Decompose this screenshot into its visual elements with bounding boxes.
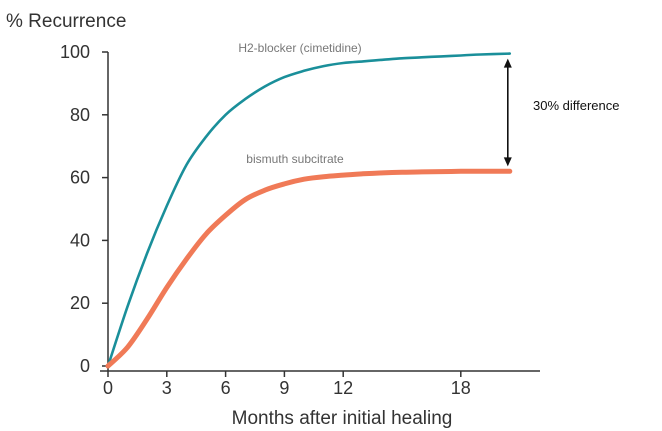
y-tick-label: 0	[80, 356, 90, 376]
series-labels: H2-blocker (cimetidine) bismuth subcitrat…	[238, 41, 361, 166]
x-tick-label: 3	[162, 378, 172, 398]
y-tick-label: 20	[70, 293, 90, 313]
series-label-bismuth-subcitrate: bismuth subcitrate	[246, 152, 344, 166]
y-ticks: 0 20 40 60 80 100	[60, 42, 108, 376]
series-line-h2-blocker	[106, 52, 512, 368]
x-ticks: 0 3 6 9 12 18	[103, 371, 471, 398]
series-group	[105, 52, 513, 369]
series-label-h2-blocker: H2-blocker (cimetidine)	[238, 41, 361, 55]
y-tick-label: 80	[70, 105, 90, 125]
arrowhead-down-icon	[503, 157, 512, 167]
y-tick-label: 40	[70, 230, 90, 250]
arrowhead-up-icon	[503, 58, 512, 68]
x-tick-label: 9	[279, 378, 289, 398]
difference-annotation-label: 30% difference	[533, 98, 620, 113]
x-axis-title: Months after initial healing	[232, 408, 453, 429]
series-line-bismuth-subcitrate	[105, 168, 513, 369]
annotation-group: 30% difference	[503, 58, 620, 167]
x-tick-label: 6	[221, 378, 231, 398]
y-tick-label: 100	[60, 42, 90, 62]
y-tick-label: 60	[70, 168, 90, 188]
y-axis-title: % Recurrence	[6, 11, 126, 32]
x-tick-label: 12	[333, 378, 353, 398]
x-tick-label: 18	[451, 378, 471, 398]
x-tick-label: 0	[103, 378, 113, 398]
